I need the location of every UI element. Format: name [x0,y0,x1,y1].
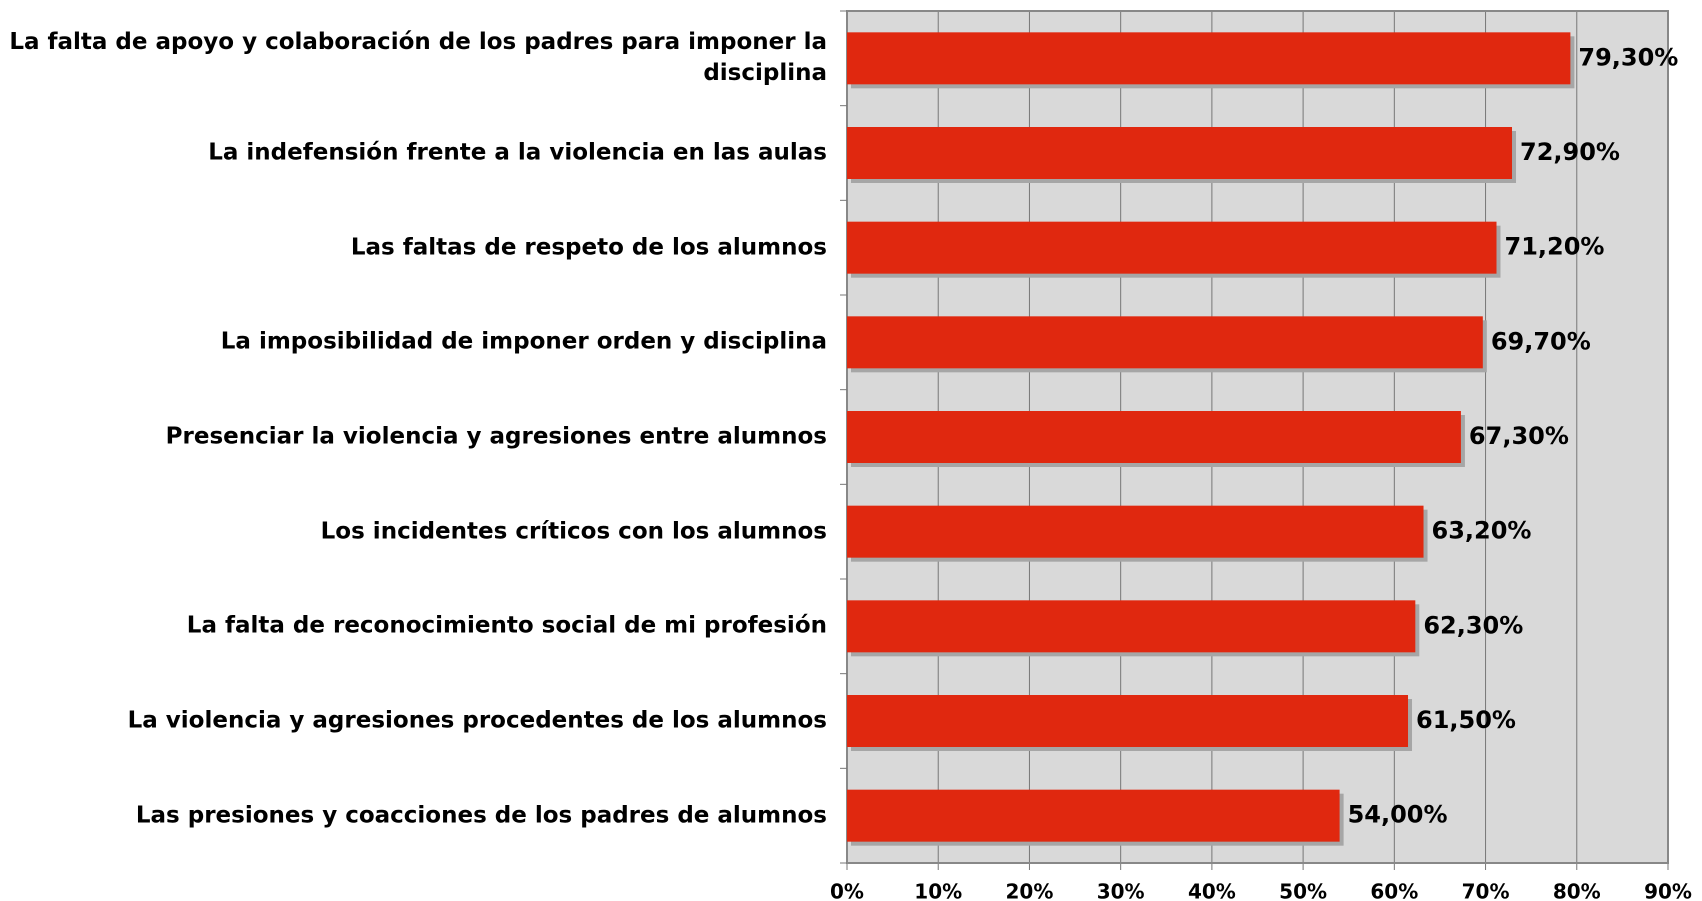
category-label: La violencia y agresiones procedentes de… [127,707,827,734]
value-label: 61,50% [1416,706,1516,734]
category-label: La indefensión frente a la violencia en … [208,139,827,166]
x-tick-label: 20% [1006,880,1054,901]
value-label: 71,20% [1505,233,1605,261]
bar [847,695,1409,747]
bar [847,505,1424,558]
bar [847,600,1416,653]
bar [847,411,1461,463]
x-tick-label: 60% [1370,880,1418,901]
bar [847,127,1513,179]
bar [847,316,1483,369]
value-label: 69,70% [1491,327,1591,355]
value-label: 72,90% [1520,138,1620,166]
category-label: Presenciar la violencia y agresiones ent… [165,423,827,450]
value-label: 54,00% [1348,801,1448,829]
x-tick-label: 80% [1553,880,1601,901]
x-tick-label: 30% [1097,880,1145,901]
bar [847,221,1497,274]
value-label: 79,30% [1578,43,1678,71]
category-label: Las presiones y coacciones de los padres… [135,802,827,829]
x-tick-label: 50% [1279,880,1327,901]
value-label: 67,30% [1469,422,1569,450]
category-label: La falta de reconocimiento social de mi … [186,612,827,639]
category-label: Los incidentes críticos con los alumnos [320,518,827,545]
category-label: La falta de apoyo y colaboración de los … [9,29,827,87]
x-tick-label: 40% [1188,880,1236,901]
category-label: Las faltas de respeto de los alumnos [350,234,827,261]
x-tick-label: 90% [1644,880,1692,901]
x-tick-label: 0% [830,880,864,901]
value-label: 62,30% [1423,611,1523,639]
x-tick-label: 10% [914,880,962,901]
value-label: 63,20% [1432,517,1532,545]
bar [847,32,1571,85]
x-tick-label: 70% [1462,880,1510,901]
category-label: La imposibilidad de imponer orden y disc… [220,328,827,355]
bar [847,789,1340,842]
